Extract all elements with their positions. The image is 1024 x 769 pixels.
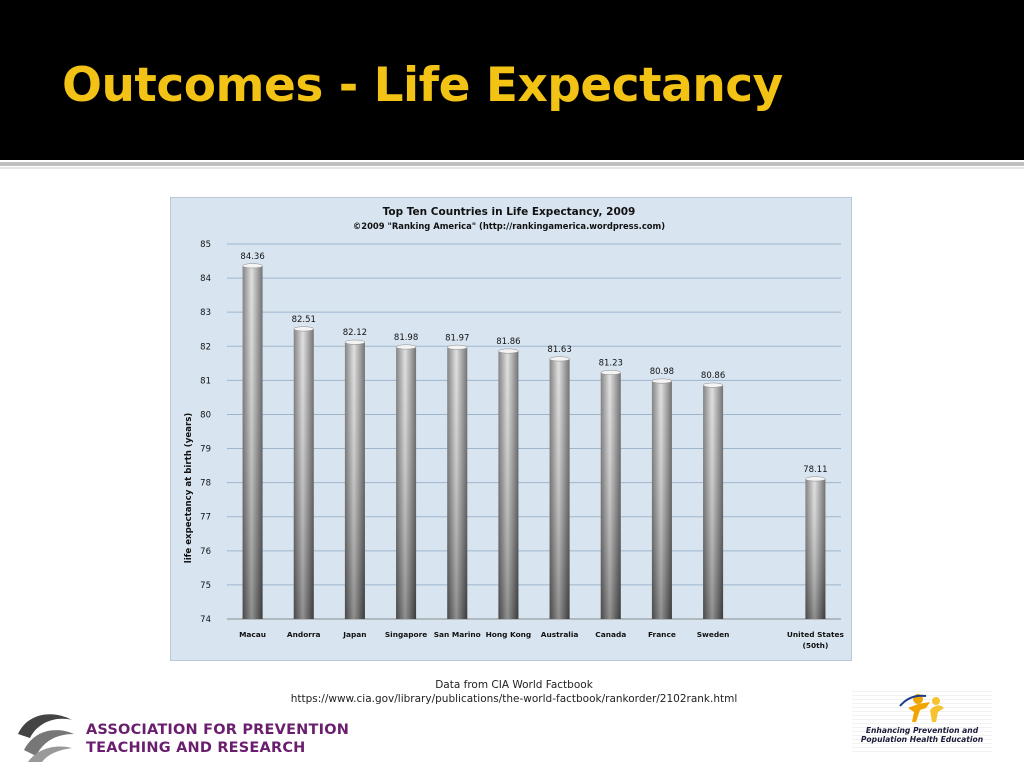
bar-shade: [344, 342, 365, 619]
slide-header: Outcomes - Life Expectancy: [0, 0, 1024, 160]
bar-cap: [447, 344, 468, 350]
x-tick-label: San Marino: [434, 630, 481, 639]
bar: [805, 476, 826, 619]
org-name-line2: TEACHING AND RESEARCH: [86, 740, 306, 756]
bar-cap: [242, 263, 263, 269]
header-divider-light: [0, 167, 1024, 169]
y-tick-label: 82: [200, 342, 211, 352]
data-labels: 84.36 82.51 82.12 81.98 81.97 81.86 81.63 81.23…: [240, 252, 827, 475]
x-tick-label: Macau: [239, 630, 266, 639]
bar: [651, 378, 673, 619]
bar-cap: [344, 339, 366, 345]
source-url: https://www.cia.gov/library/publications…: [290, 693, 738, 705]
slide-title: Outcomes - Life Expectancy: [62, 58, 783, 113]
y-tick-label: 77: [200, 513, 211, 523]
bar-shade: [600, 372, 621, 619]
partner-name-line2: Population Health Education: [860, 735, 984, 744]
x-tick-label: Hong Kong: [486, 630, 532, 639]
x-tick-label: Australia: [541, 630, 579, 639]
chart-title: Top Ten Countries in Life Expectancy, 20…: [383, 206, 636, 218]
x-tick-label: United States: [787, 630, 845, 639]
data-label: 81.97: [445, 333, 469, 343]
x-tick-label: Sweden: [697, 630, 730, 639]
bar: [293, 326, 314, 619]
figures-icon: [899, 694, 944, 722]
y-tick-label: 85: [200, 240, 211, 250]
y-tick-label: 81: [200, 376, 211, 386]
data-label: 78.11: [803, 465, 827, 475]
org-name-line1: ASSOCIATION FOR PREVENTION: [86, 722, 350, 738]
data-label: 80.98: [650, 367, 674, 377]
data-label: 81.63: [547, 345, 571, 355]
data-label: 81.98: [394, 333, 418, 343]
bar-shade: [447, 347, 468, 619]
bar: [702, 382, 724, 619]
data-label: 82.12: [343, 328, 367, 338]
bar-cap: [651, 378, 673, 384]
bar: [600, 370, 621, 619]
bar-shade: [396, 346, 417, 619]
bar-cap: [395, 344, 417, 350]
y-tick-label: 84: [200, 274, 211, 284]
bar-shade: [293, 328, 314, 619]
bar-cap: [600, 370, 621, 375]
data-label: 84.36: [240, 252, 264, 262]
x-tick-labels: Macau Andorra Japan Singapore San Marino Hong…: [239, 630, 844, 650]
x-tick-label: (50th): [802, 641, 828, 650]
y-tick-labels: 74 75 76 77 78 79 80 81 82 83 84 85: [200, 240, 211, 625]
chart-frame: Top Ten Countries in Life Expectancy, 20…: [170, 197, 852, 661]
bar-cap: [293, 326, 314, 332]
bar-cap: [498, 348, 519, 354]
y-tick-label: 79: [200, 445, 211, 455]
bar: [498, 348, 519, 619]
source-note: Data from CIA World Factbook: [435, 679, 593, 691]
bar-shade: [651, 381, 672, 619]
data-label: 80.86: [701, 371, 725, 381]
y-tick-label: 75: [200, 581, 211, 591]
ephe-logo: Enhancing Prevention and Population Heal…: [852, 688, 992, 752]
bar-shade: [498, 351, 519, 619]
aptr-logo-icon: [14, 704, 80, 769]
y-tick-label: 83: [200, 308, 211, 318]
header-divider: [0, 162, 1024, 166]
bar-cap: [702, 382, 724, 388]
y-tick-label: 80: [200, 410, 211, 420]
bar-shade: [703, 385, 724, 619]
bar-cap: [549, 356, 570, 362]
y-axis-label: life expectancy at birth (years): [184, 413, 194, 564]
bar: [344, 339, 366, 619]
x-tick-label: France: [648, 630, 676, 639]
data-label: 81.86: [496, 337, 520, 347]
bar: [447, 344, 468, 619]
y-tick-label: 74: [200, 615, 211, 625]
bar-shade: [549, 358, 570, 619]
x-tick-label: Canada: [595, 630, 626, 639]
x-tick-label: Japan: [342, 630, 366, 639]
bar: [242, 263, 263, 619]
bar: [549, 356, 570, 619]
bar: [395, 344, 417, 619]
gridlines: [227, 243, 841, 620]
partner-name-line1: Enhancing Prevention and: [865, 726, 979, 735]
data-label: 81.23: [599, 359, 623, 369]
x-tick-label: Andorra: [287, 630, 321, 639]
bars: [242, 263, 826, 619]
chart-subtitle: ©2009 "Ranking America" (http://rankinga…: [353, 221, 665, 231]
y-tick-label: 76: [200, 547, 211, 557]
bar-shade: [242, 265, 263, 619]
bar-cap: [805, 476, 826, 482]
bar-shade: [805, 478, 826, 619]
life-expectancy-bar-chart: Top Ten Countries in Life Expectancy, 20…: [184, 206, 845, 650]
y-tick-label: 78: [200, 479, 211, 489]
data-label: 82.51: [292, 315, 316, 325]
x-tick-label: Singapore: [385, 630, 427, 639]
